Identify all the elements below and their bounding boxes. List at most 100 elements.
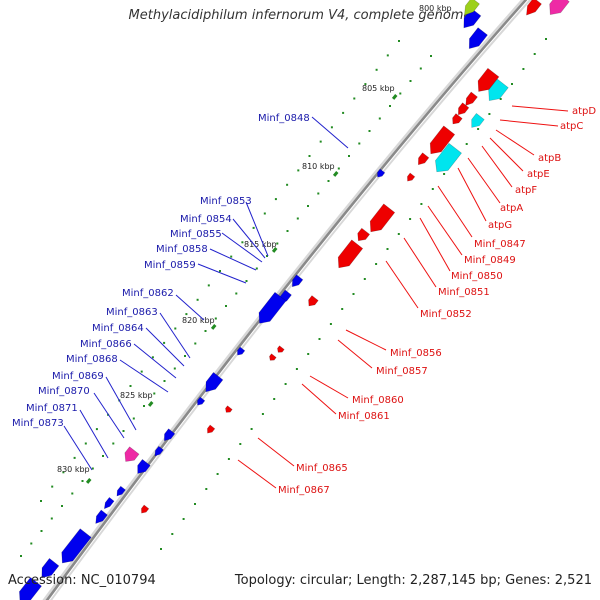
gene-label-Minf_0869[interactable]: Minf_0869 — [52, 371, 104, 382]
gene-label-Minf_0871[interactable]: Minf_0871 — [26, 403, 78, 414]
gene-label-atpG[interactable]: atpG — [488, 220, 512, 231]
rail-dot — [375, 263, 378, 265]
gene-label-Minf_0870[interactable]: Minf_0870 — [38, 386, 90, 397]
forward-gene[interactable] — [195, 396, 206, 407]
tick-label: 830 kbp — [57, 465, 90, 474]
rail-dot — [499, 98, 502, 100]
gene-label-Minf_0855[interactable]: Minf_0855 — [170, 229, 222, 240]
reverse-gene[interactable] — [425, 125, 456, 158]
forward-gene[interactable] — [102, 497, 115, 510]
gene-label-Minf_0856[interactable]: Minf_0856 — [390, 348, 442, 359]
forward-gene[interactable] — [93, 509, 108, 526]
gene-label-atpB[interactable]: atpB — [538, 153, 561, 164]
atp-gene[interactable] — [484, 78, 509, 105]
reverse-gene[interactable] — [139, 504, 150, 515]
gene-label-atpA[interactable]: atpA — [500, 203, 523, 214]
forward-gene[interactable] — [375, 168, 386, 179]
atp-gene[interactable] — [430, 142, 462, 176]
gene-label-Minf_0847[interactable]: Minf_0847 — [474, 239, 526, 250]
gene-label-Minf_0859[interactable]: Minf_0859 — [144, 260, 196, 271]
tick-dot — [50, 517, 53, 520]
accession-text: Accession: NC_010794 — [8, 573, 156, 588]
gene-label-Minf_0853[interactable]: Minf_0853 — [200, 196, 252, 207]
gene-label-Minf_0852[interactable]: Minf_0852 — [420, 309, 472, 320]
forward-rail — [40, 40, 400, 502]
gene-label-atpD[interactable]: atpD — [572, 106, 596, 117]
gene-label-Minf_0857[interactable]: Minf_0857 — [376, 366, 428, 377]
reverse-gene[interactable] — [450, 113, 463, 127]
rail-dot — [205, 488, 208, 490]
reverse-gene[interactable] — [306, 295, 319, 309]
gene-label-atpC[interactable]: atpC — [560, 121, 583, 132]
forward-gene[interactable] — [464, 27, 488, 53]
reverse-gene[interactable] — [205, 424, 216, 435]
rrna-feature[interactable] — [545, 0, 570, 19]
gene-label-Minf_0849[interactable]: Minf_0849 — [464, 255, 516, 266]
reverse-gene[interactable] — [365, 203, 396, 236]
forward-gene[interactable] — [14, 577, 42, 600]
gene-label-Minf_0865[interactable]: Minf_0865 — [296, 463, 348, 474]
gene-label-Minf_0866[interactable]: Minf_0866 — [80, 339, 132, 350]
label-leader — [145, 327, 185, 367]
reverse-labels: atpD atpC atpB atpE atpF atpA atpG Minf_… — [237, 105, 596, 496]
gene-label-atpE[interactable]: atpE — [527, 169, 550, 180]
gene-label-Minf_0848[interactable]: Minf_0848 — [258, 113, 310, 124]
reverse-gene[interactable] — [463, 91, 478, 108]
forward-gene[interactable] — [57, 528, 92, 568]
forward-gene[interactable] — [461, 0, 480, 18]
tick-dot — [245, 280, 248, 282]
reverse-gene[interactable] — [473, 67, 500, 96]
rrna-feature[interactable] — [121, 446, 140, 465]
tick-label: 815 kbp — [244, 240, 277, 249]
forward-gene[interactable] — [37, 558, 60, 581]
gene-label-Minf_0867[interactable]: Minf_0867 — [278, 485, 330, 496]
forward-gene[interactable] — [153, 445, 164, 458]
tick-dot — [20, 555, 22, 557]
gene-label-Minf_0873[interactable]: Minf_0873 — [12, 418, 64, 429]
reverse-gene[interactable] — [455, 102, 470, 117]
rail-dot — [250, 428, 253, 430]
label-leader — [119, 359, 169, 393]
reverse-gene[interactable] — [224, 405, 233, 414]
rail-dot — [318, 338, 321, 340]
forward-gene[interactable] — [254, 291, 287, 327]
gene-label-Minf_0868[interactable]: Minf_0868 — [66, 354, 118, 365]
gene-label-Minf_0860[interactable]: Minf_0860 — [352, 395, 404, 406]
tick-dot — [91, 467, 94, 470]
gene-label-Minf_0854[interactable]: Minf_0854 — [180, 214, 232, 225]
forward-gene[interactable] — [235, 346, 246, 357]
gene-label-Minf_0862[interactable]: Minf_0862 — [122, 288, 174, 299]
tick-mark — [147, 401, 154, 407]
forward-gene[interactable] — [134, 458, 151, 476]
label-leader — [105, 376, 137, 431]
gene-label-Minf_0863[interactable]: Minf_0863 — [106, 307, 158, 318]
reverse-gene[interactable] — [405, 172, 416, 183]
rail-dot — [252, 226, 255, 229]
reverse-gene[interactable] — [415, 152, 430, 167]
reverse-gene[interactable] — [268, 353, 277, 362]
label-leader — [232, 218, 266, 259]
gene-label-atpF[interactable]: atpF — [515, 185, 537, 196]
atp-gene[interactable] — [468, 112, 485, 130]
gene-label-Minf_0861[interactable]: Minf_0861 — [338, 411, 390, 422]
reverse-gene[interactable] — [523, 0, 542, 18]
forward-gene[interactable] — [201, 372, 224, 395]
reverse-gene[interactable] — [276, 345, 285, 354]
gene-label-Minf_0858[interactable]: Minf_0858 — [156, 244, 208, 255]
gene-label-Minf_0850[interactable]: Minf_0850 — [451, 271, 503, 282]
label-leader — [93, 392, 125, 439]
forward-gene[interactable] — [289, 274, 304, 289]
tick-mark — [391, 94, 398, 100]
tick-marks — [85, 94, 398, 484]
gene-label-Minf_0851[interactable]: Minf_0851 — [438, 287, 490, 298]
rail-dot — [352, 293, 355, 295]
reverse-gene[interactable] — [354, 227, 371, 244]
forward-gene[interactable] — [115, 485, 126, 498]
map-title: Methylacidiphilum infernorum V4, complet… — [128, 8, 472, 23]
forward-gene[interactable] — [161, 428, 176, 443]
tick-dot — [286, 230, 289, 232]
gene-label-Minf_0864[interactable]: Minf_0864 — [92, 323, 144, 334]
label-leader — [489, 137, 524, 172]
reverse-gene[interactable] — [333, 239, 364, 272]
tick-dot — [307, 205, 309, 207]
